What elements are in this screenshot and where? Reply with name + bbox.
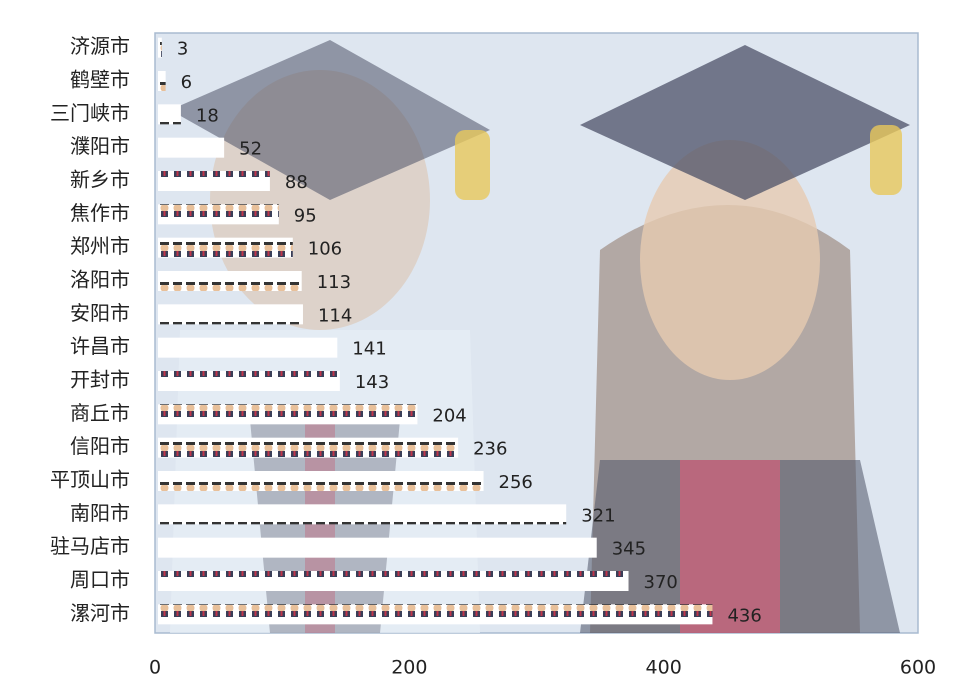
bar [158, 271, 302, 291]
y-tick-label: 开封市 [70, 368, 130, 392]
bar [158, 104, 181, 124]
bar [158, 38, 162, 58]
bar [158, 604, 712, 624]
value-label: 6 [181, 72, 192, 93]
y-tick-label: 漯河市 [70, 601, 130, 625]
y-tick-label: 周口市 [70, 568, 130, 592]
y-tick-label: 安阳市 [70, 301, 130, 325]
bar [158, 471, 484, 491]
bar [158, 138, 224, 158]
bar [158, 204, 279, 224]
value-label: 88 [285, 172, 308, 193]
y-tick-label: 商丘市 [70, 401, 130, 425]
bar [158, 171, 270, 191]
y-tick-label: 洛阳市 [70, 268, 130, 292]
bar [158, 71, 166, 91]
y-tick-label: 驻马店市 [50, 534, 130, 558]
value-label: 370 [644, 572, 678, 593]
value-label: 95 [294, 205, 317, 226]
chart: 0 200 400 600 济源市 3 鹤壁市 6 三门峡市 18 濮阳市 52 新乡市 88 焦作市 95 郑… [0, 0, 963, 693]
value-label: 3 [177, 39, 188, 60]
x-tick-label: 200 [391, 657, 427, 679]
value-label: 436 [727, 605, 761, 626]
value-label: 106 [308, 239, 342, 260]
bar [158, 438, 458, 458]
value-label: 256 [499, 472, 533, 493]
value-label: 113 [317, 272, 351, 293]
y-tick-label: 南阳市 [70, 501, 130, 525]
y-tick-label: 鹤壁市 [70, 68, 130, 92]
value-label: 52 [239, 139, 262, 160]
bar [158, 404, 417, 424]
bar [158, 238, 293, 258]
bar [158, 371, 340, 391]
bar [158, 538, 597, 558]
value-label: 321 [581, 505, 615, 526]
y-tick-label: 三门峡市 [50, 101, 130, 125]
y-tick-label: 信阳市 [70, 434, 130, 458]
value-label: 345 [612, 539, 646, 560]
y-tick-label: 郑州市 [70, 234, 130, 258]
y-tick-label: 焦作市 [70, 201, 130, 225]
y-tick-label: 濮阳市 [70, 134, 130, 158]
y-tick-label: 济源市 [70, 34, 130, 58]
value-label: 114 [318, 305, 352, 326]
x-tick-label: 400 [646, 657, 682, 679]
bar [158, 304, 303, 324]
y-tick-label: 许昌市 [70, 334, 130, 358]
value-label: 204 [432, 405, 466, 426]
y-tick-label: 新乡市 [70, 168, 130, 192]
bar [158, 571, 629, 591]
bar [158, 504, 566, 524]
value-label: 143 [355, 372, 389, 393]
value-label: 141 [352, 339, 386, 360]
value-label: 18 [196, 105, 219, 126]
x-tick-label: 0 [149, 657, 161, 679]
bar [158, 338, 337, 358]
page: 0 200 400 600 济源市 3 鹤壁市 6 三门峡市 18 濮阳市 52 新乡市 88 焦作市 95 郑… [0, 0, 963, 697]
y-tick-label: 平顶山市 [50, 468, 130, 492]
x-tick-label: 600 [900, 657, 936, 679]
value-label: 236 [473, 439, 507, 460]
